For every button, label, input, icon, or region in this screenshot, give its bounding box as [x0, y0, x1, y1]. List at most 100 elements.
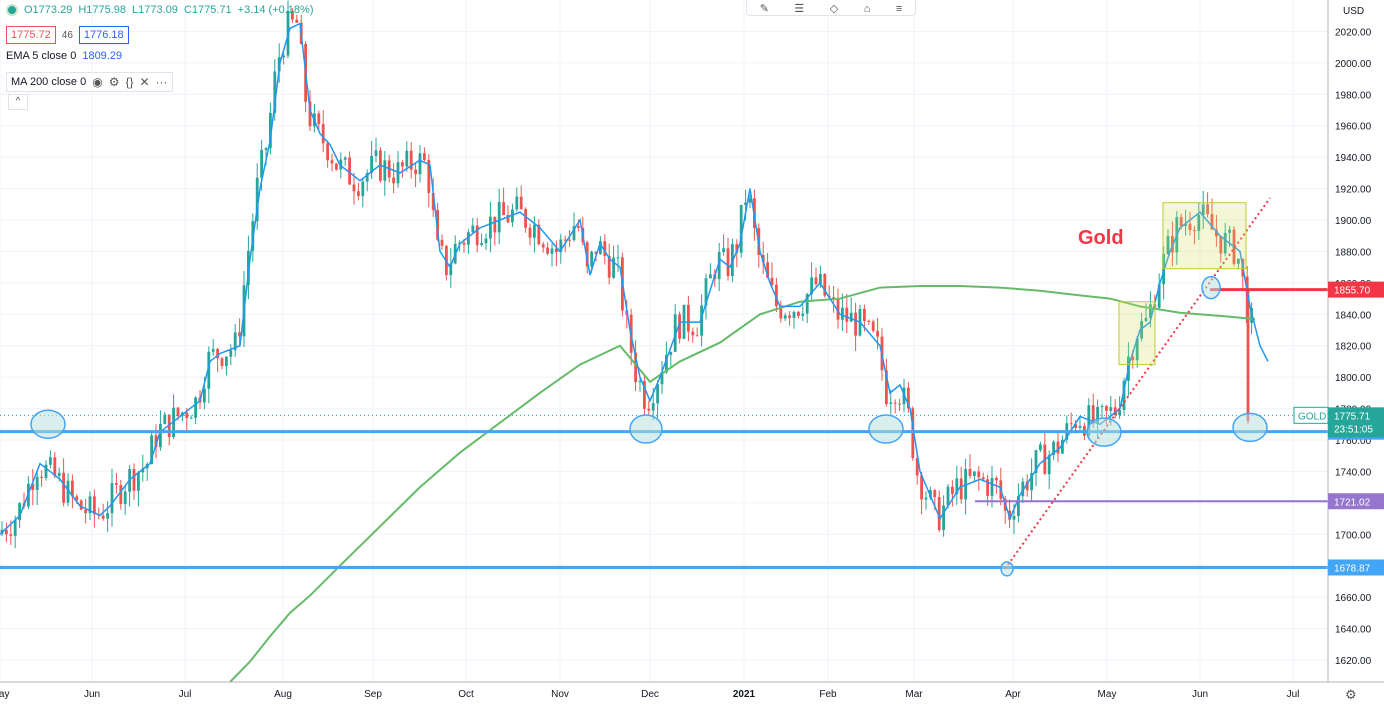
- candle-body: [1039, 444, 1042, 451]
- candle-body: [462, 242, 466, 245]
- candle-body: [211, 349, 215, 352]
- support-touch-ellipse: [868, 414, 904, 444]
- candle-body: [321, 124, 325, 144]
- candle-body: [1193, 230, 1196, 232]
- ema-legend[interactable]: EMA 5 close 0 1809.29: [6, 50, 122, 62]
- candle-body: [990, 477, 994, 496]
- candle-body: [893, 402, 897, 404]
- candle-body: [951, 486, 954, 495]
- candle-body: [401, 162, 404, 167]
- text-tool-icon[interactable]: ☰: [794, 3, 805, 15]
- close-icon[interactable]: ✕: [139, 75, 150, 89]
- candle-body: [335, 163, 338, 170]
- candle-body: [519, 196, 523, 210]
- x-tick-label: May: [0, 689, 9, 700]
- candle-body: [550, 248, 554, 254]
- ma-legend[interactable]: MA 200 close 0 ◉ ⚙ {} ✕ ···: [6, 72, 173, 92]
- candle-body: [1215, 229, 1218, 237]
- candle-body: [929, 490, 932, 498]
- candle-body: [937, 497, 941, 531]
- candle-body: [1206, 204, 1209, 215]
- drawing-annotations: [0, 197, 1328, 577]
- x-tick-label: Jul: [179, 689, 192, 700]
- candle-body: [735, 244, 739, 253]
- candle-body: [841, 307, 844, 320]
- price-axis[interactable]: 1620.001640.001660.001680.001700.001720.…: [1327, 0, 1384, 711]
- candle-body: [863, 308, 866, 321]
- candle-body: [854, 312, 857, 336]
- candle-body: [31, 483, 35, 491]
- x-tick-label: Nov: [551, 689, 569, 700]
- candle-body: [115, 483, 118, 485]
- candle-body: [968, 468, 972, 476]
- settings-icon[interactable]: ⚙: [108, 75, 120, 89]
- candle-body: [93, 496, 96, 515]
- candle-body: [493, 216, 497, 233]
- candle-body: [343, 157, 347, 160]
- candle-body: [594, 251, 598, 255]
- candle-body: [163, 414, 167, 424]
- candle-body: [805, 294, 809, 314]
- braces-icon[interactable]: {}: [125, 75, 134, 89]
- brush-icon[interactable]: ✎: [759, 3, 769, 15]
- candle-body: [88, 496, 92, 514]
- eye-icon[interactable]: ◉: [92, 75, 103, 89]
- time-axis[interactable]: May Jun Jul Aug Sep Oct Nov Dec 2021 Feb Mar Apr May…: [0, 681, 1384, 703]
- candle-body: [383, 160, 387, 181]
- measure-icon[interactable]: ⌂: [863, 3, 871, 15]
- x-tick-label: 2021: [733, 689, 756, 700]
- y-tick-label: 2000.00: [1335, 59, 1372, 70]
- candle-body: [1021, 481, 1025, 497]
- candle-body: [942, 505, 945, 531]
- consolidation-box: [1118, 301, 1156, 366]
- candle-body: [374, 150, 378, 156]
- candle-body: [1237, 258, 1240, 264]
- candle-body: [524, 209, 527, 228]
- candle-body: [35, 476, 39, 491]
- candle-body: [779, 306, 783, 319]
- candle-body: [933, 490, 937, 498]
- candle-body: [775, 284, 778, 307]
- buy-price-button[interactable]: 1776.18: [78, 26, 129, 44]
- y-tick-label: 2020.00: [1335, 27, 1372, 38]
- candle-body: [1091, 405, 1095, 424]
- candle-body: [5, 529, 8, 535]
- candle-body: [1140, 320, 1143, 339]
- candle-body: [9, 534, 13, 536]
- candle-body: [1149, 304, 1152, 318]
- more-icon[interactable]: ···: [155, 75, 168, 89]
- candle-body: [189, 417, 193, 419]
- candle-body: [348, 157, 351, 185]
- support-touch-ellipse: [1232, 412, 1268, 443]
- candle-body: [357, 191, 360, 196]
- candle-body: [678, 314, 681, 339]
- candle-body: [1047, 455, 1051, 475]
- list-icon[interactable]: ≡: [895, 3, 903, 15]
- candle-body: [1100, 405, 1104, 407]
- candle-body: [836, 298, 840, 320]
- candle-body: [220, 358, 224, 367]
- candle-body: [62, 472, 65, 503]
- candle-body: [559, 239, 563, 253]
- candle-body: [1118, 410, 1121, 416]
- sell-price-button[interactable]: 1775.72: [6, 26, 56, 44]
- candle-body: [194, 397, 197, 418]
- y-tick-label: 1640.00: [1335, 625, 1372, 636]
- candle-body: [1157, 284, 1161, 308]
- shape-icon[interactable]: ◇: [829, 3, 839, 15]
- y-tick-label: 1880.00: [1335, 247, 1372, 258]
- candle-body: [291, 10, 294, 20]
- candle-body: [704, 278, 708, 306]
- y-tick-label: 1700.00: [1335, 530, 1372, 541]
- candle-body: [885, 370, 888, 405]
- candle-body: [612, 257, 615, 278]
- drawing-toolbar[interactable]: ✎ ☰ ◇ ⌂ ≡: [746, 0, 916, 16]
- candle-body: [497, 202, 501, 233]
- candle-body: [308, 101, 312, 127]
- candle-body: [1056, 441, 1060, 454]
- candle-body: [660, 372, 664, 385]
- candle-body: [1131, 356, 1135, 361]
- chevron-up-icon[interactable]: ^: [8, 94, 28, 110]
- candle-body: [40, 476, 43, 478]
